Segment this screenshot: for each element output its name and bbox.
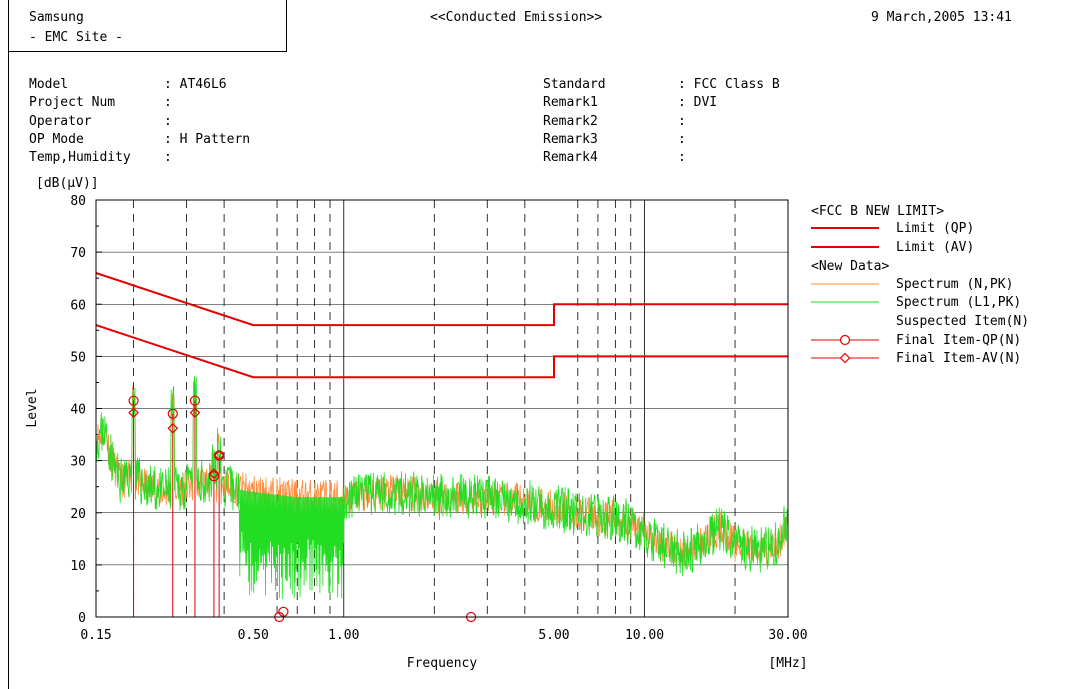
chart-grid [96,199,788,618]
info-remark1-value: : DVI [678,95,718,110]
info-project-label: Project Num [29,95,116,110]
report-timestamp: 9 March,2005 13:41 [871,10,1012,25]
legend-entry-label: Limit (AV) [896,240,974,255]
spectrum-l1-trace [95,376,789,600]
info-remark4-label: Remark4 [543,150,598,165]
info-opmode-label: OP Mode [29,132,84,147]
legend-entry-label: Final Item-QP(N) [896,333,1021,348]
company-name: Samsung [29,10,84,25]
info-temp-label: Temp,Humidity [29,150,131,165]
y-tick-label: 70 [70,246,86,261]
info-model-value: : AT46L6 [164,77,227,92]
info-project-value: : [164,95,172,110]
y-tick-label: 50 [70,350,86,365]
info-remark4-value: : [678,150,686,165]
x-tick-label: 5.00 [538,628,569,643]
limit-av-line [95,324,788,379]
final-av-marker [128,407,139,419]
legend-entry-label: Final Item-AV(N) [896,351,1021,366]
y-tick-label: 40 [70,403,86,418]
legend-final-qp-marker [839,334,851,346]
x-tick-label: 10.00 [625,628,664,643]
x-tick-label: 0.50 [238,628,269,643]
legend-group-title: <New Data> [811,259,889,274]
x-axis-title: Frequency [407,656,478,671]
final-qp-marker [208,471,220,482]
info-remark2-value: : [678,114,686,129]
final-av-marker [213,450,225,461]
y-tick-label: 80 [70,194,86,209]
report-frame-left-border [8,0,9,689]
final-qp-marker [278,606,289,617]
final-av-marker [189,407,201,419]
legend-group-title: <FCC B NEW LIMIT> [811,204,944,219]
x-tick-label: 1.00 [328,628,359,643]
final-av-marker [208,468,220,480]
y-tick-label: 20 [70,507,86,522]
info-remark3-value: : [678,132,686,147]
legend-final-av-marker [839,352,851,364]
limit-layer [95,272,788,379]
info-remark2-label: Remark2 [543,114,598,129]
info-remark1-label: Remark1 [543,95,598,110]
spectrum-layer [95,376,789,600]
x-unit-label: [MHz] [768,656,807,671]
report-title: <<Conducted Emission>> [430,10,603,25]
info-standard-label: Standard [543,77,606,92]
site-name: - EMC Site - [29,30,123,45]
info-remark3-label: Remark3 [543,132,598,147]
legend-entry-label: Suspected Item(N) [896,314,1029,329]
y-tick-label: 60 [70,298,86,313]
y-tick-label: 10 [70,559,86,574]
legend-entry-label: Spectrum (N,PK) [896,277,1013,292]
info-operator-label: Operator [29,114,92,129]
final-qp-marker [128,395,139,406]
info-temp-value: : [164,150,172,165]
plot-area-border [95,199,789,618]
final-qp-marker [167,408,178,419]
info-model-label: Model [29,77,69,92]
chart-legend: <FCC B NEW LIMIT> Limit (QP) Limit (AV) <Ne… [811,204,1029,366]
legend-entry-label: Spectrum (L1,PK) [896,295,1021,310]
info-standard-value: : FCC Class B [678,77,780,92]
y-axis-title: Level [25,388,40,427]
x-tick-label: 0.15 [80,628,111,643]
company-box [8,0,287,52]
limit-qp-line [95,272,788,327]
legend-entry-label: Limit (QP) [896,221,974,236]
info-operator-value: : [164,114,172,129]
y-unit-label: [dB(μV)] [36,176,99,191]
final-qp-marker [189,395,201,406]
y-tick-label: 30 [70,455,86,470]
axis-text: 0 10 20 30 40 50 60 70 80 0.15 0.50 1.00 5.00 10.00 30… [25,176,808,671]
info-opmode-value: : H Pattern [164,132,251,147]
x-tick-label: 30.00 [768,628,807,643]
final-av-marker [167,422,179,434]
y-tick-label: 0 [78,611,86,626]
